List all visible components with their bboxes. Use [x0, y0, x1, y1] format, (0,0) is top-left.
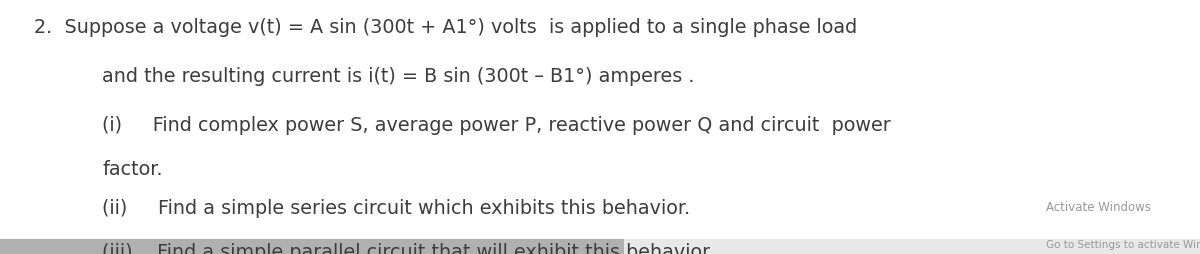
- Text: Go to Settings to activate Windows.: Go to Settings to activate Windows.: [1046, 240, 1200, 250]
- Text: factor.: factor.: [102, 160, 163, 179]
- Text: (iii)    Find a simple parallel circuit that will exhibit this behavior.: (iii) Find a simple parallel circuit tha…: [102, 243, 714, 254]
- Text: and the resulting current is i(t) = B sin (300t – B1°) amperes .: and the resulting current is i(t) = B si…: [102, 67, 695, 86]
- FancyBboxPatch shape: [0, 239, 624, 254]
- FancyBboxPatch shape: [624, 239, 1200, 254]
- Text: (ii)     Find a simple series circuit which exhibits this behavior.: (ii) Find a simple series circuit which …: [102, 199, 690, 218]
- Text: (i)     Find complex power S, average power P, reactive power Q and circuit  pow: (i) Find complex power S, average power …: [102, 116, 890, 135]
- Text: 2.  Suppose a voltage v(t) = A sin (300t + A1°) volts  is applied to a single ph: 2. Suppose a voltage v(t) = A sin (300t …: [34, 18, 857, 37]
- Text: Activate Windows: Activate Windows: [1046, 201, 1151, 214]
